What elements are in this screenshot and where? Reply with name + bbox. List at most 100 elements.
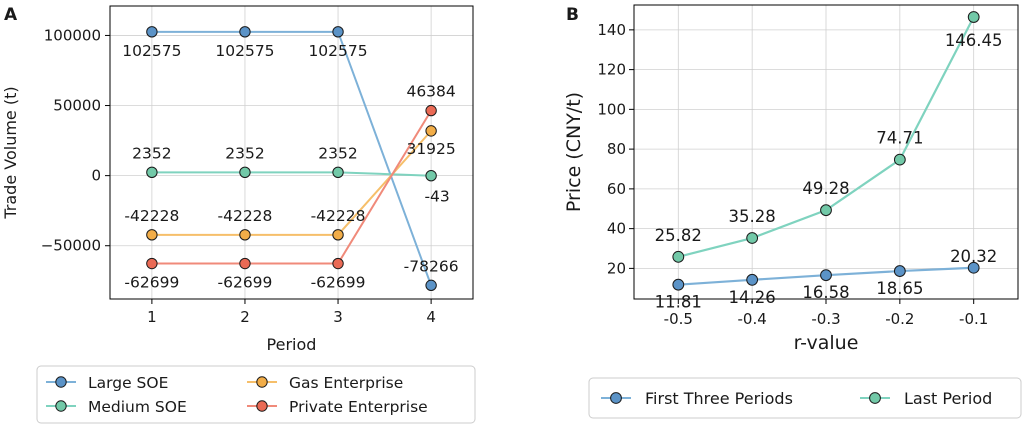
x-tick-label: -0.4 <box>738 310 767 328</box>
y-tick-label: 100 <box>597 100 626 118</box>
plot-frame-a <box>109 5 474 300</box>
data-point <box>746 232 759 244</box>
legend-label: Medium SOE <box>88 398 187 416</box>
data-label: 16.58 <box>802 283 849 302</box>
x-tick-label: 1 <box>147 308 157 326</box>
data-label: 46384 <box>406 83 455 101</box>
legend-marker <box>55 376 67 388</box>
data-label: 102575 <box>215 42 274 60</box>
data-label: 146.45 <box>945 31 1003 50</box>
data-point <box>425 279 437 292</box>
data-point <box>332 229 344 241</box>
data-label: 31925 <box>406 140 455 158</box>
legend-label: Private Enterprise <box>289 398 428 416</box>
data-point <box>425 125 437 137</box>
y-tick-label: 80 <box>607 140 626 158</box>
data-label: 11.81 <box>655 293 702 312</box>
data-point <box>672 278 685 291</box>
data-label: 102575 <box>122 42 181 60</box>
data-point <box>425 104 437 117</box>
x-tick-label: -0.3 <box>811 310 840 328</box>
data-label: -62699 <box>124 274 179 292</box>
data-label: -42228 <box>218 207 273 225</box>
data-point <box>746 273 759 286</box>
x-tick-label: 2 <box>240 308 250 326</box>
data-point <box>239 166 251 179</box>
data-point <box>893 153 906 166</box>
legend-marker <box>256 376 268 388</box>
x-tick-label: -0.1 <box>959 310 988 328</box>
data-point <box>332 257 344 270</box>
data-point <box>146 257 158 270</box>
legend-a <box>36 365 476 424</box>
data-point <box>239 229 251 241</box>
data-label: 35.28 <box>729 207 776 226</box>
panel-letter-a: A <box>4 5 18 25</box>
data-label: 74.71 <box>876 129 923 148</box>
legend-marker <box>55 400 67 412</box>
legend-label: Gas Enterprise <box>289 374 403 392</box>
x-axis-title: r-value <box>794 332 859 354</box>
y-tick-label: 40 <box>607 220 626 238</box>
data-point <box>820 204 832 217</box>
data-label: 20.32 <box>950 247 997 266</box>
data-point <box>332 26 344 38</box>
y-tick-label: 50000 <box>53 97 101 115</box>
y-tick-label: 120 <box>597 61 626 79</box>
data-point <box>672 250 685 263</box>
data-point <box>967 11 980 23</box>
x-tick-label: 4 <box>426 308 436 326</box>
legend-marker <box>869 392 881 404</box>
legend-b <box>588 377 1022 419</box>
series-line <box>151 110 432 265</box>
data-label: -78266 <box>404 257 459 275</box>
y-tick-label: 0 <box>91 167 101 185</box>
data-point <box>332 166 344 179</box>
data-point <box>146 166 158 179</box>
x-tick-label: -0.5 <box>664 310 693 328</box>
data-label: 2352 <box>318 144 357 162</box>
data-label: 2352 <box>132 144 171 162</box>
data-point <box>425 169 437 182</box>
plot-frame-b <box>633 4 1019 300</box>
data-point <box>146 229 158 241</box>
data-label: -62699 <box>311 274 366 292</box>
y-axis-title: Trade Volume (t) <box>1 86 20 219</box>
data-point <box>239 26 251 38</box>
x-tick-label: -0.2 <box>885 310 914 328</box>
data-label: 102575 <box>308 42 367 60</box>
legend-label: Last Period <box>904 389 992 408</box>
data-label: -43 <box>424 188 449 206</box>
legend-label: First Three Periods <box>645 389 793 408</box>
y-tick-label: 100000 <box>44 26 101 44</box>
series-line <box>151 171 432 177</box>
data-label: 25.82 <box>655 226 702 245</box>
data-point <box>820 269 832 282</box>
y-tick-label: −50000 <box>41 237 101 255</box>
data-label: -42228 <box>124 207 179 225</box>
data-label: 49.28 <box>802 179 849 198</box>
legend-label: Large SOE <box>88 374 168 392</box>
panel-a: A 1 2 3 4 −50000 0 50000 100000 Period Trade Volum… <box>1 5 476 424</box>
y-tick-label: 140 <box>597 21 626 39</box>
y-tick-label: 60 <box>607 180 626 198</box>
data-point <box>967 261 980 274</box>
legend-marker <box>610 392 622 404</box>
data-label: 2352 <box>225 144 264 162</box>
x-axis-title: Period <box>267 335 317 354</box>
data-label: -42228 <box>311 207 366 225</box>
panel-letter-b: B <box>566 5 579 25</box>
data-label: 14.26 <box>729 288 776 307</box>
series-line <box>151 130 432 236</box>
data-label: -62699 <box>218 274 273 292</box>
series-line <box>151 30 433 286</box>
y-axis-title: Price (CNY/t) <box>563 92 585 212</box>
panel-b: B -0.5 -0.4 -0.3 -0.2 -0.1 20 40 60 80 100 120 140 r-… <box>563 4 1022 419</box>
data-label: 18.65 <box>876 279 923 298</box>
data-point <box>146 26 158 38</box>
x-tick-label: 3 <box>333 308 343 326</box>
legend-marker <box>256 400 268 412</box>
data-point <box>893 265 906 277</box>
y-tick-label: 20 <box>607 259 626 277</box>
